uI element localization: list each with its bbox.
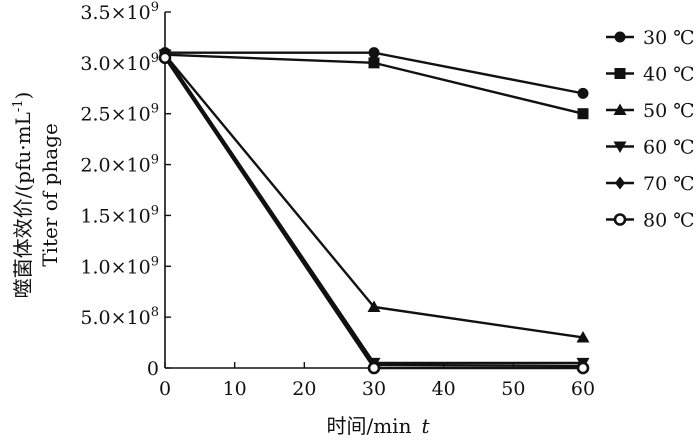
data-point: [576, 330, 590, 343]
y-tick-exponent: 9: [151, 0, 159, 15]
legend-label: 40 ℃: [643, 64, 694, 86]
legend: 30 ℃ 40 ℃ 50 ℃ 60 ℃ 70 ℃ 80 ℃: [606, 27, 694, 232]
series-3: [158, 48, 590, 343]
y-tick-exponent: 9: [151, 254, 159, 269]
y-ticks: 05.0×1081.0×1091.5×1092.0×1092.5×1093.0×…: [80, 0, 171, 380]
y-tick-exponent: 9: [151, 102, 159, 117]
series-group: [158, 47, 590, 375]
y-tick-label: 3.5×109: [80, 0, 159, 24]
x-ticks: 0 10 20 30 40 50 60: [159, 362, 595, 400]
y-axis-title-cn: 噬菌体效价/(pfu·mL-1): [11, 92, 35, 299]
x-tick-label: 30: [362, 378, 386, 400]
y-tick-label: 1.0×109: [80, 254, 159, 278]
y-tick-mantissa: 3.5×10: [80, 2, 150, 24]
legend-label: 60 ℃: [643, 137, 694, 159]
series-5: [160, 48, 588, 373]
series-2: [159, 49, 589, 120]
y-tick-mantissa: 2.0×10: [80, 155, 150, 177]
legend-item: 50 ℃: [606, 100, 694, 122]
series-line: [164, 53, 584, 339]
legend-item: 30 ℃: [606, 27, 694, 49]
data-point: [368, 47, 380, 59]
y-tick-mantissa: 5.0×10: [80, 307, 150, 329]
data-point: [367, 300, 381, 312]
y-axis-title-close: ): [11, 92, 35, 100]
legend-label: 30 ℃: [643, 27, 694, 49]
y-tick-label: 1.5×109: [80, 203, 159, 227]
y-tick-label: 2.5×109: [80, 102, 159, 126]
data-point: [367, 361, 381, 375]
legend-label: 80 ℃: [643, 210, 694, 232]
y-axis-title-cn-text: 噬菌体效价/(pfu·mL: [11, 112, 35, 298]
legend-marker: [614, 31, 626, 43]
legend-item: 70 ℃: [606, 173, 694, 195]
x-axis-title: 时间/min t: [326, 414, 430, 438]
y-tick-mantissa: 3.0×10: [80, 53, 150, 75]
data-point: [577, 87, 589, 99]
y-tick-label: 5.0×108: [80, 305, 159, 329]
legend-marker: [613, 213, 627, 226]
y-tick-exponent: 9: [151, 51, 159, 66]
x-tick-label: 10: [223, 378, 247, 400]
legend-item: 60 ℃: [606, 137, 694, 159]
legend-label: 50 ℃: [643, 100, 694, 122]
y-axis-title-unit-exponent: -1: [11, 99, 26, 112]
legend-item: 40 ℃: [606, 64, 694, 86]
x-tick-label: 60: [571, 378, 595, 400]
legend-marker: [615, 176, 625, 190]
data-point: [576, 361, 590, 375]
data-point: [577, 108, 589, 120]
y-tick-label: 3.0×109: [80, 51, 159, 75]
data-point: [158, 51, 172, 65]
series-line: [164, 57, 583, 370]
y-tick-exponent: 9: [151, 203, 159, 218]
data-point: [368, 57, 380, 69]
y-tick-exponent: 8: [151, 305, 159, 320]
series-line: [164, 54, 583, 365]
y-tick-mantissa: 2.5×10: [80, 104, 150, 126]
plot-area: 05.0×1081.0×1091.5×1092.0×1092.5×1093.0×…: [80, 0, 595, 400]
legend-marker: [613, 103, 627, 115]
x-axis-title-variable: t: [421, 414, 430, 438]
legend-marker: [614, 68, 626, 79]
y-tick-label: 0: [147, 358, 159, 380]
x-tick-label: 50: [501, 378, 525, 400]
x-tick-label: 0: [159, 378, 171, 400]
legend-label: 70 ℃: [643, 173, 694, 195]
x-tick-label: 40: [432, 378, 456, 400]
legend-marker: [613, 141, 627, 153]
y-tick-exponent: 9: [151, 153, 159, 168]
series-4: [158, 49, 590, 370]
y-tick-mantissa: 1.0×10: [80, 256, 150, 278]
series-6: [158, 51, 590, 375]
legend-item: 80 ℃: [606, 210, 694, 232]
y-axis-title-en: Titer of phage: [38, 123, 62, 267]
y-tick-mantissa: 1.5×10: [80, 205, 150, 227]
y-tick-label: 2.0×109: [80, 153, 159, 177]
x-tick-label: 20: [292, 378, 316, 400]
x-axis-title-text: 时间/min: [326, 414, 411, 438]
series-1: [159, 47, 589, 99]
series-line: [164, 54, 584, 368]
